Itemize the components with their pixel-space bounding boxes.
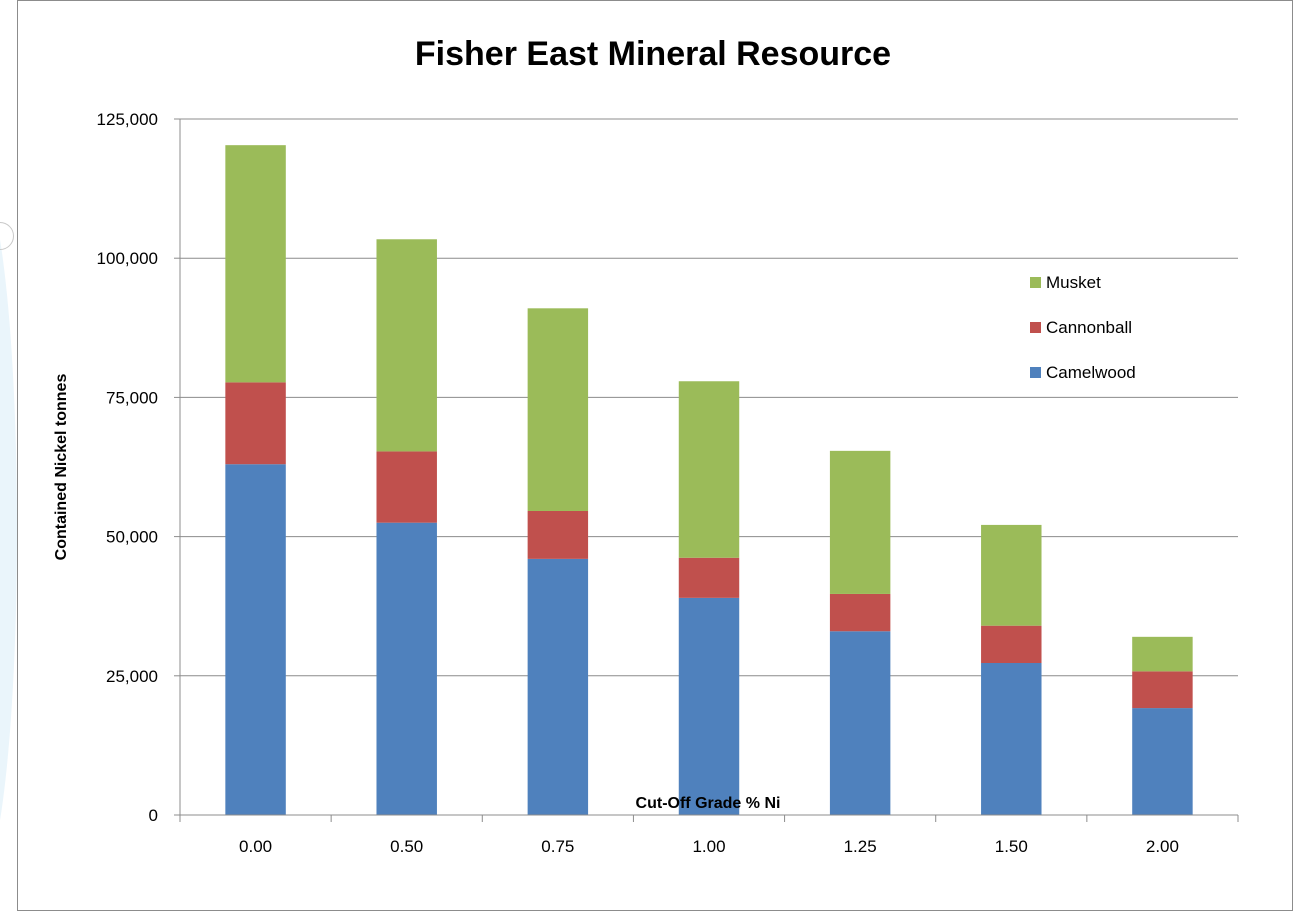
x-tick-label: 0.00 (239, 837, 272, 856)
legend-swatch-cannonball (1030, 322, 1041, 333)
bar-musket-0-50 (376, 239, 437, 452)
bar-cannonball-0-00 (225, 382, 286, 465)
bars (225, 145, 1193, 815)
legend-label-cannonball: Cannonball (1046, 318, 1132, 337)
x-tick-label: 1.25 (844, 837, 877, 856)
bar-cannonball-1-50 (981, 625, 1042, 663)
bar-camelwood-1-00 (678, 597, 740, 815)
legend-label-musket: Musket (1046, 273, 1101, 292)
bar-cannonball-0-50 (376, 451, 437, 523)
bar-camelwood-1-50 (981, 662, 1042, 815)
bar-cannonball-2-00 (1132, 671, 1193, 709)
y-tick-label: 75,000 (106, 388, 158, 407)
bar-cannonball-1-25 (829, 593, 891, 632)
bar-musket-2-00 (1132, 636, 1193, 672)
bar-camelwood-0-50 (376, 522, 437, 815)
legend-swatch-musket (1030, 277, 1041, 288)
x-tick-label: 1.00 (692, 837, 725, 856)
bar-musket-0-75 (527, 308, 589, 511)
x-tick-label: 0.75 (541, 837, 574, 856)
axes (179, 119, 1239, 822)
x-tick-labels: 0.00 0.50 0.75 1.00 1.25 1.50 2.00 (239, 837, 1179, 856)
x-tick-label: 1.50 (995, 837, 1028, 856)
x-tick-label: 0.50 (390, 837, 423, 856)
y-tick-label: 50,000 (106, 528, 158, 547)
legend-label-camelwood: Camelwood (1046, 363, 1136, 382)
bar-camelwood-0-00 (225, 464, 286, 815)
bar-musket-0-00 (225, 145, 286, 383)
bar-camelwood-2-00 (1132, 708, 1193, 815)
y-tick-labels: 0 25,000 50,000 75,000 100,000 125,000 (97, 110, 180, 825)
bar-musket-1-25 (829, 450, 891, 594)
x-tick-label: 2.00 (1146, 837, 1179, 856)
bar-camelwood-1-25 (829, 631, 891, 815)
y-tick-label: 125,000 (97, 110, 158, 129)
bar-cannonball-1-00 (678, 557, 740, 598)
chart-title: Fisher East Mineral Resource (415, 35, 891, 73)
x-axis-title: Cut-Off Grade % Ni (636, 795, 781, 812)
background-decoration (0, 0, 17, 913)
legend-swatch-camelwood (1030, 367, 1041, 378)
y-tick-label: 100,000 (97, 249, 158, 268)
bar-musket-1-00 (678, 381, 740, 558)
legend: Musket Cannonball Camelwood (1030, 273, 1136, 382)
y-tick-label: 0 (149, 806, 158, 825)
bar-camelwood-0-75 (527, 558, 589, 815)
y-axis-title: Contained Nickel tonnes (53, 374, 70, 561)
bar-musket-1-50 (981, 524, 1042, 626)
y-tick-label: 25,000 (106, 667, 158, 686)
bar-cannonball-0-75 (527, 510, 589, 559)
